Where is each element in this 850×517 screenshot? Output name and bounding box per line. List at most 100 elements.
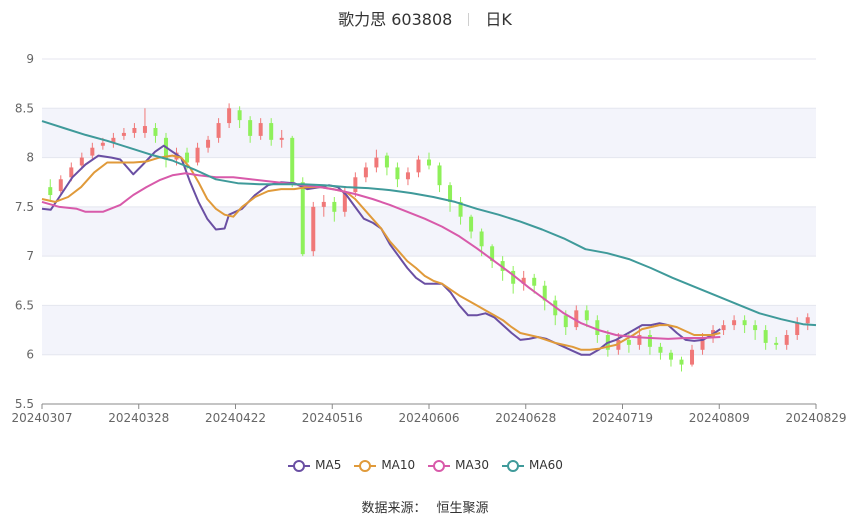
legend-marker-icon xyxy=(288,459,311,472)
x-tick-label: 20240516 xyxy=(302,411,363,425)
candle-up xyxy=(405,172,410,180)
candle-down xyxy=(427,159,431,166)
candle-up xyxy=(416,159,421,173)
candle-up xyxy=(616,339,621,350)
legend-label: MA60 xyxy=(529,458,563,472)
candle-down xyxy=(458,201,463,217)
candle-up xyxy=(374,157,379,168)
candle-up xyxy=(721,325,726,331)
candle-up xyxy=(100,142,105,146)
x-tick-label: 20240422 xyxy=(205,411,266,425)
candle-up xyxy=(363,167,368,178)
grid-bands xyxy=(42,108,816,355)
candle-down xyxy=(300,182,305,255)
candle-up xyxy=(206,139,211,148)
candle-down xyxy=(679,359,684,365)
grid-band xyxy=(42,305,816,355)
y-axis: 9 8.5 8 7.5 7 6.5 6 5.5 xyxy=(15,52,34,411)
candle-down xyxy=(332,201,337,212)
candle-down xyxy=(469,216,474,232)
candle-down xyxy=(668,352,673,360)
x-tick-label: 20240809 xyxy=(689,411,750,425)
candle-up xyxy=(58,179,63,192)
candle-up xyxy=(521,277,526,284)
x-tick-label: 20240829 xyxy=(785,411,846,425)
y-tick-label: 6 xyxy=(26,348,34,362)
legend-item-ma5[interactable]: MA5 xyxy=(287,458,341,473)
candle-up xyxy=(90,147,95,156)
candle-up xyxy=(795,323,800,335)
candle-down xyxy=(248,120,253,136)
candle-down xyxy=(532,277,537,286)
candle-down xyxy=(647,335,652,347)
candle-down xyxy=(753,325,758,331)
title-separator xyxy=(468,13,470,26)
y-tick-label: 5.5 xyxy=(15,397,34,411)
source-label: 数据来源： xyxy=(361,501,427,516)
x-tick-label: 20240606 xyxy=(398,411,459,425)
candle-up xyxy=(279,137,284,140)
line-ma10 xyxy=(41,154,721,351)
candle-up xyxy=(321,201,326,207)
candle-up xyxy=(637,335,642,345)
candle-down xyxy=(384,155,389,168)
line-ma30 xyxy=(41,172,721,340)
candle-down xyxy=(48,187,53,196)
y-tick-label: 8.5 xyxy=(15,101,34,115)
candle-down xyxy=(742,320,747,326)
candle-down xyxy=(511,270,516,284)
candle-down xyxy=(153,128,158,136)
candles xyxy=(48,103,810,372)
legend-label: MA30 xyxy=(455,458,490,472)
x-tick-label: 20240628 xyxy=(495,411,556,425)
candle-up xyxy=(258,123,263,136)
legend-marker-icon xyxy=(354,459,377,472)
candle-up xyxy=(700,336,705,350)
y-tick-label: 7 xyxy=(26,249,34,263)
grid-band xyxy=(42,206,816,257)
y-tick-label: 7.5 xyxy=(15,200,34,214)
period-label: 日K xyxy=(485,10,512,29)
grid-band xyxy=(42,108,816,158)
legend-label: MA10 xyxy=(381,458,416,472)
candle-down xyxy=(490,246,495,262)
candle-down xyxy=(448,185,453,202)
ma-lines xyxy=(41,120,817,356)
legend-marker-icon xyxy=(502,459,525,472)
candle-down xyxy=(290,137,295,183)
candle-down xyxy=(763,330,768,343)
candle-down xyxy=(237,110,242,121)
candle-up xyxy=(690,349,695,365)
y-tick-label: 9 xyxy=(26,52,34,66)
x-tick-label: 20240328 xyxy=(108,411,169,425)
candle-up xyxy=(69,167,74,178)
candle-down xyxy=(563,315,568,328)
legend-item-ma10[interactable]: MA10 xyxy=(353,458,415,473)
candle-down xyxy=(774,342,779,345)
candle-up xyxy=(311,206,316,252)
candle-up xyxy=(195,147,200,163)
candle-down xyxy=(185,152,190,163)
candle-up xyxy=(111,137,116,143)
candle-up xyxy=(216,123,221,138)
candle-down xyxy=(163,137,168,160)
candle-up xyxy=(784,335,789,345)
legend-item-ma60[interactable]: MA60 xyxy=(501,458,563,473)
candle-up xyxy=(132,128,137,133)
line-ma5 xyxy=(41,144,721,356)
x-tick-label: 20240719 xyxy=(592,411,653,425)
candle-down xyxy=(626,339,631,345)
candle-down xyxy=(595,320,600,335)
x-tick-label: 20240307 xyxy=(11,411,72,425)
candle-down xyxy=(658,346,663,353)
y-tick-label: 6.5 xyxy=(15,298,34,312)
candle-up xyxy=(79,157,84,166)
legend-item-ma30[interactable]: MA30 xyxy=(427,458,489,473)
candle-down xyxy=(500,261,505,271)
legend-marker-icon xyxy=(428,459,451,472)
candle-down xyxy=(479,231,484,247)
candle-up xyxy=(142,126,147,133)
legend: MA5 MA10 MA30 MA60 xyxy=(0,458,850,473)
candle-down xyxy=(584,310,589,321)
